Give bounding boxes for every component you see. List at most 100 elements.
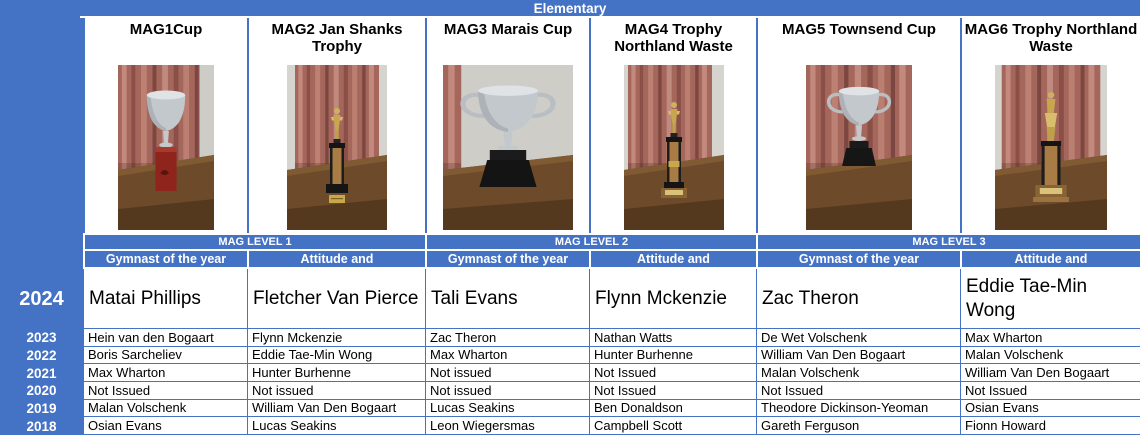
winner-cell[interactable]: Tali Evans	[425, 269, 589, 329]
winner-cell[interactable]: Osian Evans	[960, 399, 1140, 418]
winner-cell[interactable]: Lucas Seakins	[247, 417, 425, 435]
winner-cell[interactable]: Malan Volschenk	[756, 364, 960, 382]
winner-name: Eddie Tae-Min Wong	[252, 347, 373, 363]
winner-cell[interactable]: Max Wharton	[83, 364, 247, 382]
winner-cell[interactable]: Not issued	[425, 364, 589, 382]
mag2-gold-figurine-trophy-photo[interactable]	[287, 65, 387, 230]
winner-name: Tali Evans	[431, 287, 518, 309]
column-header-mag5[interactable]: MAG5 Townsend Cup	[756, 18, 960, 233]
year-cell-2023[interactable]: 2023	[0, 329, 83, 347]
level-row-blank-cell	[0, 233, 83, 251]
winner-cell[interactable]: William Van Den Bogaart	[960, 364, 1140, 382]
subheader-label: Gymnast of the year	[798, 252, 920, 266]
winner-name: Max Wharton	[965, 329, 1043, 345]
winner-cell[interactable]: Zac Theron	[756, 269, 960, 329]
mag4-gold-figurine-trophy-photo[interactable]	[623, 65, 724, 230]
mag-level-2-label: MAG LEVEL 2	[554, 236, 629, 248]
winner-cell[interactable]: Not Issued	[589, 364, 756, 382]
winner-name: William Van Den Bogaart	[761, 347, 906, 363]
winner-name: Zac Theron	[762, 287, 859, 309]
subheader-l1-gymnast-of-the-year[interactable]: Gymnast of the year	[83, 251, 247, 269]
winner-name: Not issued	[430, 382, 492, 398]
column-header-mag4[interactable]: MAG4 Trophy Northland Waste	[589, 18, 756, 233]
winner-cell[interactable]: De Wet Volschenk	[756, 329, 960, 347]
subheader-l2-attitude[interactable]: Attitude and	[589, 251, 756, 269]
winner-cell[interactable]: Not Issued	[960, 381, 1140, 400]
winner-cell[interactable]: Malan Volschenk	[960, 346, 1140, 365]
winner-cell[interactable]: Max Wharton	[425, 346, 589, 365]
winner-cell[interactable]: Theodore Dickinson-Yeoman	[756, 399, 960, 418]
winner-name: Osian Evans	[965, 400, 1039, 416]
winner-cell[interactable]: Leon Wiegersmas	[425, 417, 589, 435]
winner-cell[interactable]: Malan Volschenk	[83, 399, 247, 418]
winner-cell[interactable]: Flynn Mckenzie	[589, 269, 756, 329]
winner-cell[interactable]: Boris Sarcheliev	[83, 346, 247, 365]
winner-name: Boris Sarcheliev	[88, 347, 182, 363]
column-header-mag3[interactable]: MAG3 Marais Cup	[425, 18, 589, 233]
winner-cell[interactable]: Eddie Tae-Min Wong	[960, 269, 1140, 329]
winner-cell[interactable]: Hunter Burhenne	[247, 364, 425, 382]
column-header-label: MAG6 Trophy Northland Waste	[964, 21, 1138, 55]
subheader-row-blank-cell	[0, 251, 83, 269]
winner-cell[interactable]: Zac Theron	[425, 329, 589, 347]
winner-name: Not Issued	[594, 382, 657, 398]
year-label: 2024	[19, 287, 64, 310]
subheader-l2-gymnast-of-the-year[interactable]: Gymnast of the year	[425, 251, 589, 269]
winner-cell[interactable]: Hunter Burhenne	[589, 346, 756, 365]
subheader-label: Attitude and	[300, 252, 374, 266]
winner-cell[interactable]: Not issued	[247, 381, 425, 400]
year-cell-2024[interactable]: 2024	[0, 269, 83, 329]
winner-cell[interactable]: Ben Donaldson	[589, 399, 756, 418]
winner-name: Gareth Ferguson	[761, 418, 860, 434]
column-header-mag1[interactable]: MAG1Cup	[83, 18, 247, 233]
winner-name: Osian Evans	[88, 418, 162, 434]
subheader-l3-gymnast-of-the-year[interactable]: Gymnast of the year	[756, 251, 960, 269]
mag-level-2-band[interactable]: MAG LEVEL 2	[425, 233, 756, 251]
winner-cell[interactable]: Eddie Tae-Min Wong	[247, 346, 425, 365]
winner-cell[interactable]: Flynn Mckenzie	[247, 329, 425, 347]
winner-name: Max Wharton	[88, 365, 166, 381]
winner-name: Max Wharton	[430, 347, 508, 363]
mag1-silver-cup-red-base-photo[interactable]	[118, 65, 214, 230]
column-header-mag6[interactable]: MAG6 Trophy Northland Waste	[960, 18, 1140, 233]
year-cell-2019[interactable]: 2019	[0, 400, 83, 418]
column-header-mag2[interactable]: MAG2 Jan Shanks Trophy	[247, 18, 425, 233]
winner-cell[interactable]: Not Issued	[83, 381, 247, 400]
winner-cell[interactable]: Fionn Howard	[960, 417, 1140, 435]
winner-name: Hunter Burhenne	[594, 347, 694, 363]
winner-name: William Van Den Bogaart	[965, 365, 1110, 381]
column-header-label: MAG2 Jan Shanks Trophy	[271, 21, 403, 55]
winner-name: Hunter Burhenne	[252, 365, 352, 381]
mag3-silver-cup-black-base-photo[interactable]	[443, 65, 573, 230]
winner-cell[interactable]: William Van Den Bogaart	[247, 399, 425, 418]
winner-cell[interactable]: Not issued	[425, 381, 589, 400]
winner-name: Not Issued	[88, 382, 151, 398]
year-cell-2021[interactable]: 2021	[0, 364, 83, 382]
subheader-l1-attitude[interactable]: Attitude and	[247, 251, 425, 269]
mag6-gold-figurine-trophy-photo[interactable]	[995, 65, 1107, 230]
year-cell-2022[interactable]: 2022	[0, 347, 83, 365]
winner-cell[interactable]: Lucas Seakins	[425, 399, 589, 418]
winner-cell[interactable]: Not Issued	[589, 381, 756, 400]
category-title-cell[interactable]: Elementary	[0, 0, 1140, 17]
subheader-l3-attitude[interactable]: Attitude and	[960, 251, 1140, 269]
winner-cell[interactable]: Not Issued	[756, 381, 960, 400]
winner-name: William Van Den Bogaart	[252, 400, 397, 416]
winner-cell[interactable]: Gareth Ferguson	[756, 417, 960, 435]
mag-level-3-band[interactable]: MAG LEVEL 3	[756, 233, 1140, 251]
winner-name: Lucas Seakins	[430, 400, 515, 416]
winner-cell[interactable]: Campbell Scott	[589, 417, 756, 435]
mag5-silver-cup-photo[interactable]	[806, 65, 912, 230]
winner-cell[interactable]: Hein van den Bogaart	[83, 329, 247, 347]
mag-level-1-band[interactable]: MAG LEVEL 1	[83, 233, 425, 251]
winner-cell[interactable]: Osian Evans	[83, 417, 247, 435]
winner-cell[interactable]: William Van Den Bogaart	[756, 346, 960, 365]
winner-cell[interactable]: Fletcher Van Pierce	[247, 269, 425, 329]
winner-cell[interactable]: Matai Phillips	[83, 269, 247, 329]
year-cell-2018[interactable]: 2018	[0, 417, 83, 435]
winner-cell[interactable]: Nathan Watts	[589, 329, 756, 347]
winner-cell[interactable]: Max Wharton	[960, 329, 1140, 347]
winner-name: Zac Theron	[430, 329, 497, 345]
winner-name: Campbell Scott	[594, 418, 683, 434]
year-cell-2020[interactable]: 2020	[0, 382, 83, 400]
